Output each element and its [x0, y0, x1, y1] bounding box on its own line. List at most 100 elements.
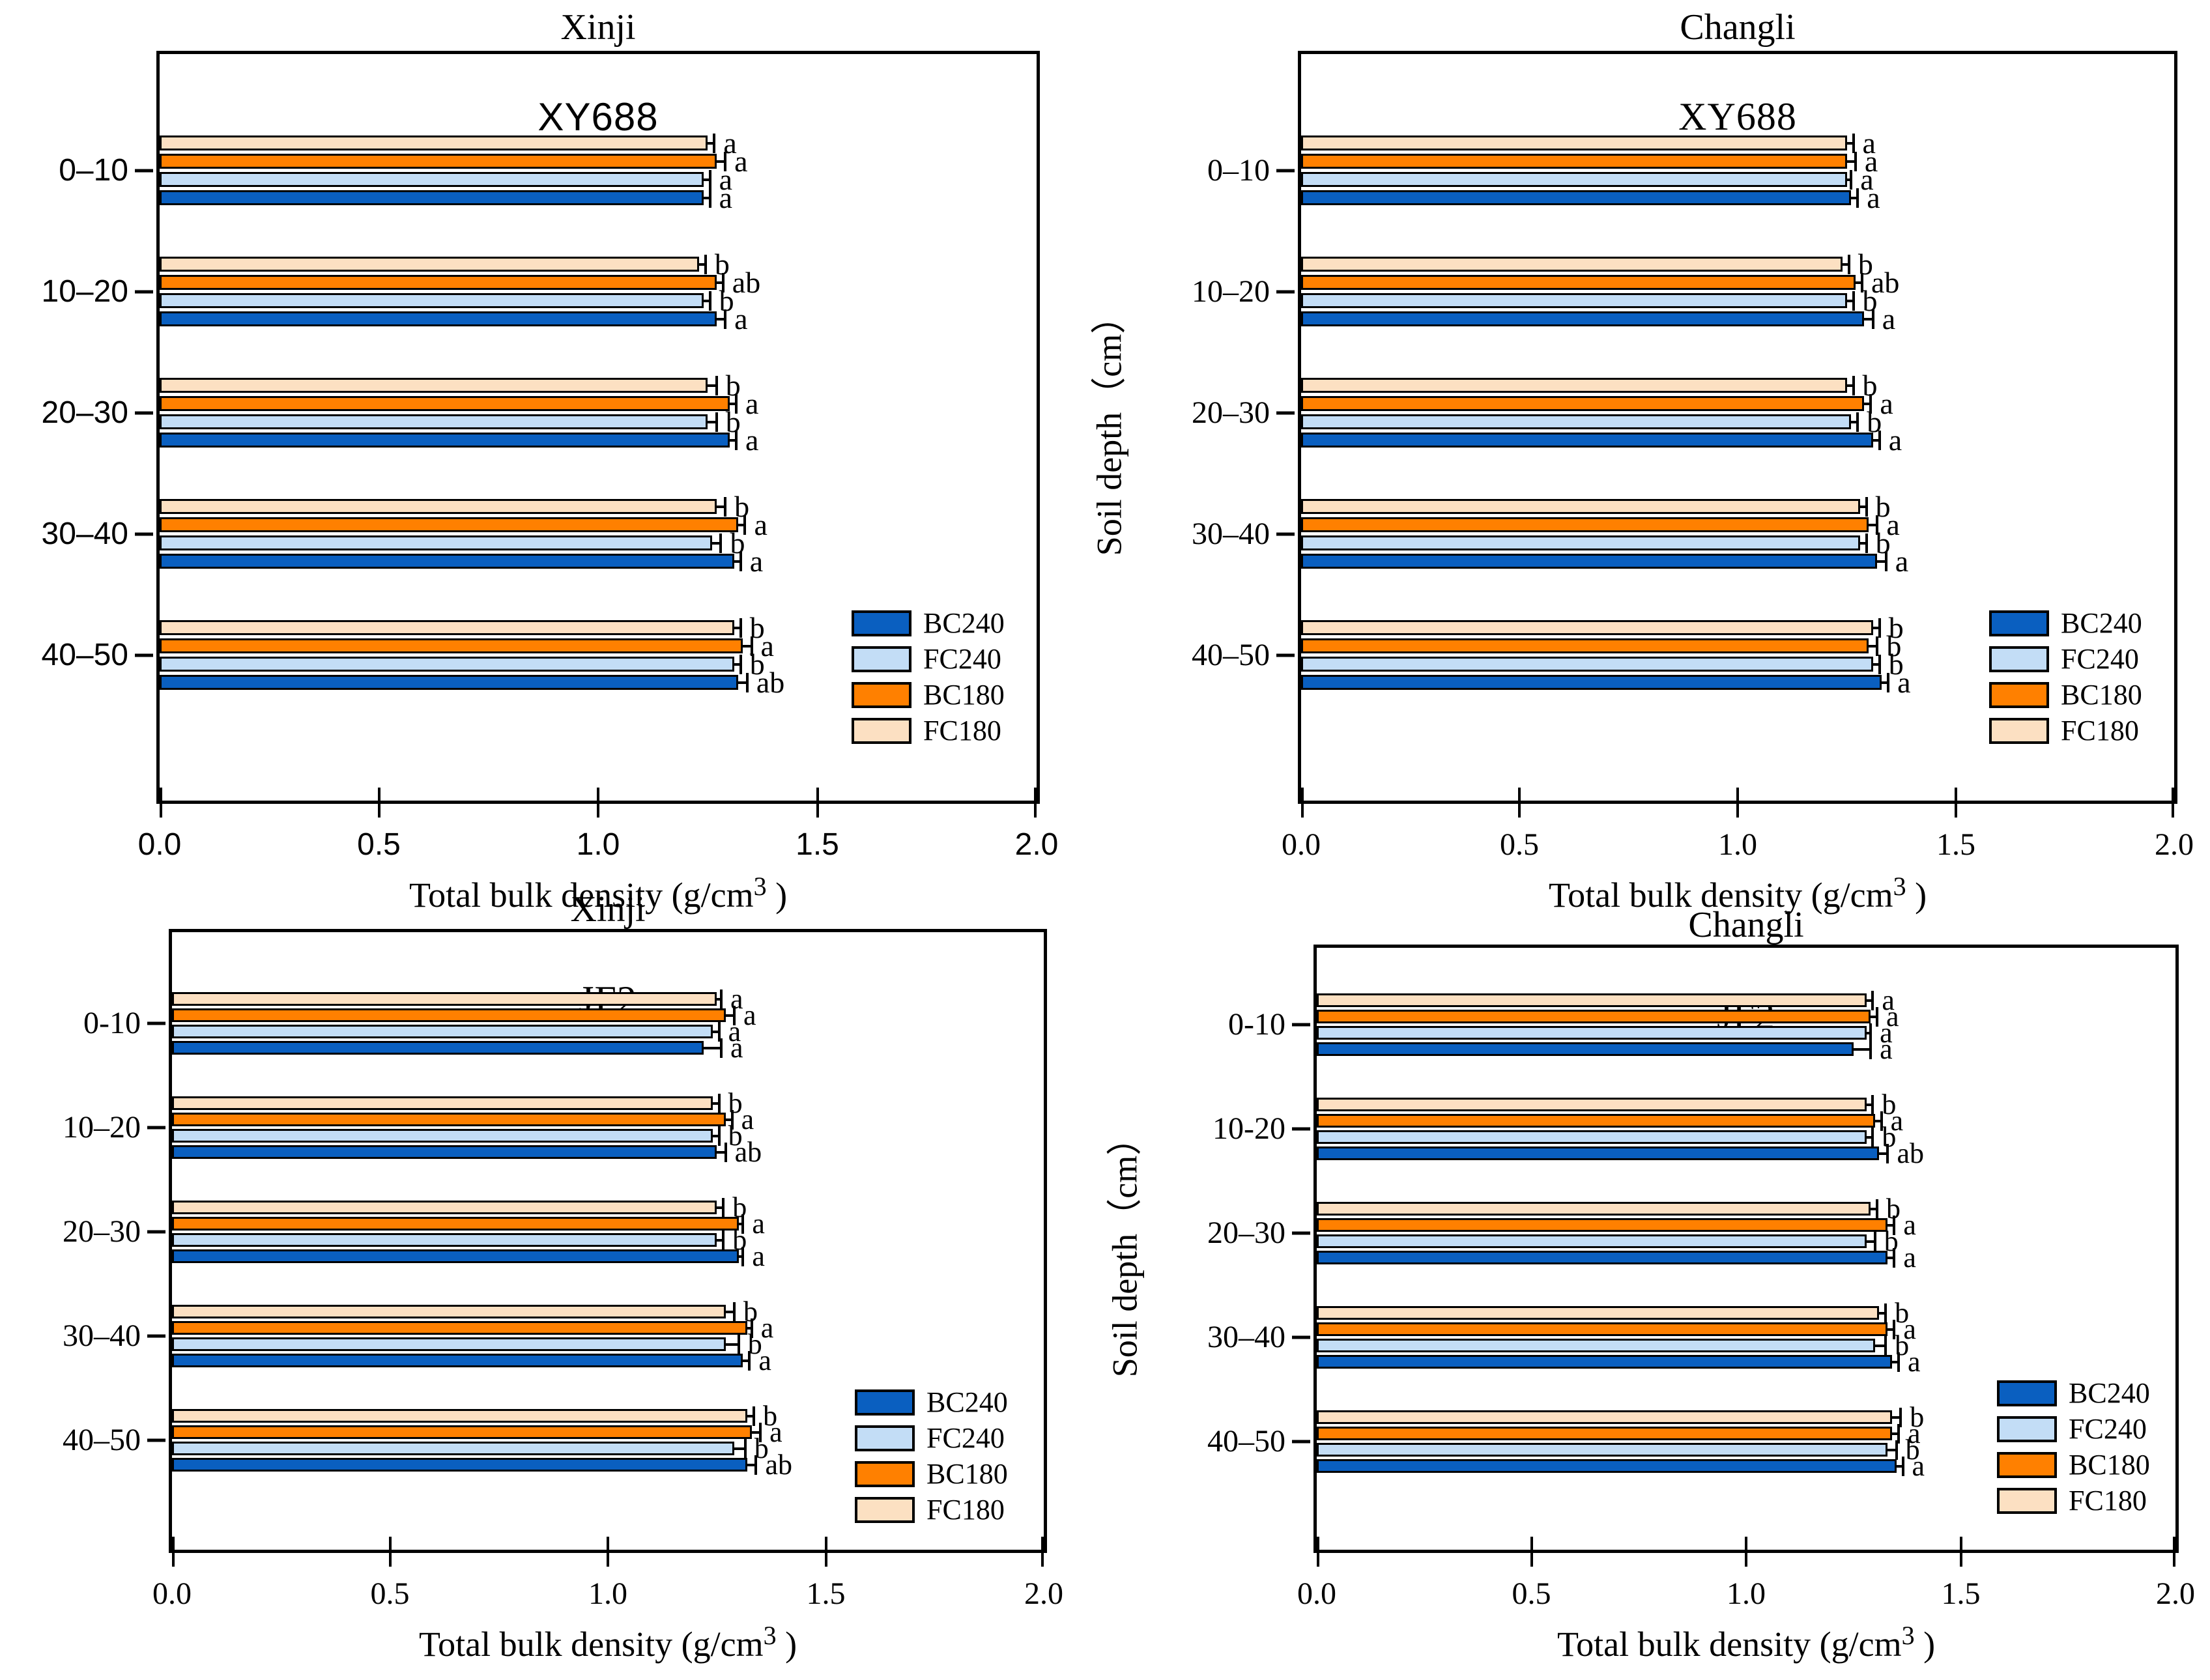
error-bar: [1871, 1199, 1878, 1219]
significance-letter: a: [1867, 180, 1880, 214]
significance-letter: a: [1895, 544, 1909, 578]
significance-letter: b: [714, 247, 730, 281]
legend-swatch-fc240: [1989, 646, 2049, 672]
x-tick-label: 0.0: [1282, 827, 1321, 862]
bar-fc240: [1317, 1443, 1888, 1457]
bar-row-fc180-0-10: a: [160, 128, 1037, 158]
panel-changli-xy688: Changli XY688 a a a a 0–10 b ab b a 10–20 b a b a 20–30 b…: [1090, 7, 2194, 915]
panel-title: Xinji: [570, 889, 646, 930]
y-tick-label: 0–10: [1207, 152, 1270, 188]
legend-item-bc240: BC240: [1989, 609, 2142, 638]
bar-row-fc180-30-40: b: [172, 1297, 1044, 1326]
x-tick-mark: [2173, 1537, 2175, 1567]
significance-letter: b: [749, 610, 765, 644]
error-bar: [1864, 309, 1874, 329]
x-tick-mark: [1518, 788, 1521, 818]
y-tick-label: 30–40: [41, 516, 128, 551]
y-tick-mark: [135, 653, 153, 657]
bar-row-fc240-20-30: b: [1317, 1227, 2175, 1255]
bar-fc180: [1301, 135, 1847, 150]
bar-row-fc180-10-20: b: [172, 1089, 1044, 1117]
bar-fc240: [1317, 1234, 1867, 1248]
significance-letter: b: [754, 1432, 769, 1464]
bar-row-bc240-0-10: a: [1301, 182, 2174, 212]
bar-row-bc180-30-40: a: [1317, 1315, 2175, 1343]
bar-row-bc180-40-50: a: [1317, 1419, 2175, 1447]
bar-bc240: [1317, 1251, 1888, 1264]
bar-row-fc240-0-10: a: [1301, 164, 2174, 194]
x-tick-label: 1.5: [1936, 827, 1975, 862]
bar-fc180: [1301, 620, 1873, 635]
y-tick-mark: [1276, 653, 1295, 657]
legend-swatch-fc240: [852, 646, 911, 672]
legend-swatch-bc180: [1989, 682, 2049, 708]
significance-letter: a: [723, 126, 737, 160]
significance-letter: a: [769, 1416, 782, 1448]
bar-row-bc180-20-30: a: [172, 1209, 1044, 1238]
bar-bc240: [160, 675, 739, 690]
bar-row-bc240-30-40: a: [160, 546, 1037, 576]
error-bar: [1882, 672, 1890, 692]
significance-letter: a: [745, 386, 759, 420]
y-tick-label: 0-10: [83, 1006, 141, 1040]
error-bar: [708, 133, 716, 153]
error-bar: [711, 533, 723, 553]
legend-label: BC240: [923, 607, 1005, 639]
bar-row-fc180-40-50: b: [1301, 612, 2174, 642]
bar-row-fc240-30-40: b: [1301, 528, 2174, 558]
significance-letter: b: [1882, 1120, 1897, 1153]
x-tick-label: 0.5: [357, 827, 401, 862]
error-bar: [1846, 151, 1857, 171]
error-bar: [1873, 654, 1881, 674]
bar-fc240: [1317, 1130, 1867, 1144]
bar-row-fc180-10-20: b: [1301, 249, 2174, 279]
x-tick-mark: [1041, 1537, 1044, 1567]
error-bar: [1874, 1335, 1887, 1356]
error-bar: [1873, 618, 1881, 638]
bar-fc180: [1317, 1098, 1867, 1111]
error-bar: [712, 1021, 721, 1042]
error-bar: [703, 188, 711, 208]
significance-letter: b: [734, 489, 750, 523]
error-bar: [1892, 1423, 1900, 1444]
y-tick-label: 40–50: [41, 637, 128, 672]
significance-letter: b: [747, 1328, 762, 1360]
x-tick-mark: [1530, 1537, 1533, 1567]
bar-bc240: [1301, 675, 1882, 690]
legend-swatch-bc240: [1997, 1380, 2057, 1406]
error-bar: [1879, 1143, 1889, 1163]
significance-letter: a: [1886, 1000, 1899, 1032]
legend: BC240 FC240 BC180 FC180: [852, 609, 1005, 752]
legend-label: BC240: [926, 1386, 1008, 1418]
significance-letter: ab: [732, 265, 761, 299]
x-tick-mark: [816, 788, 819, 818]
significance-letter: a: [1862, 126, 1876, 160]
y-tick-label: 10-20: [1213, 1111, 1285, 1146]
significance-letter: a: [749, 544, 764, 578]
bar-row-bc180-10-20: ab: [160, 267, 1037, 297]
legend-label: BC180: [926, 1458, 1008, 1490]
bar-row-fc180-40-50: b: [160, 612, 1037, 642]
legend-label: FC240: [2061, 643, 2139, 675]
legend-label: BC180: [923, 679, 1005, 711]
legend-swatch-bc240: [855, 1389, 915, 1416]
y-tick-label: 0–10: [59, 152, 128, 188]
y-tick-label: 20–30: [1207, 1216, 1285, 1250]
significance-letter: a: [741, 1103, 754, 1135]
significance-letter: a: [1860, 162, 1874, 196]
y-tick-mark: [147, 1126, 165, 1130]
significance-letter: b: [749, 647, 765, 681]
bar-row-bc180-10-20: a: [1317, 1106, 2175, 1135]
legend-label: FC180: [926, 1494, 1005, 1526]
x-tick-label: 1.0: [576, 827, 620, 862]
y-tick-mark: [1292, 1335, 1310, 1339]
y-tick-mark: [147, 1334, 165, 1338]
bar-bc240: [1317, 1042, 1854, 1056]
significance-letter: b: [728, 1119, 743, 1152]
legend-item-fc240: FC240: [1989, 645, 2142, 674]
bar-row-fc240-0-10: a: [160, 164, 1037, 194]
bar-bc240: [172, 1354, 743, 1367]
error-bar: [743, 636, 753, 656]
legend-swatch-bc180: [855, 1461, 915, 1487]
significance-letter: b: [1858, 247, 1873, 281]
